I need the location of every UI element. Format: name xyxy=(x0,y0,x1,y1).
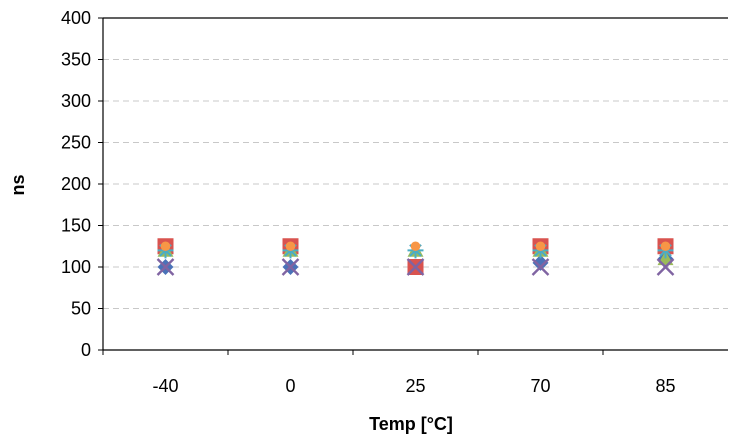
y-tick-label: 250 xyxy=(61,133,91,153)
data-point-circle xyxy=(410,241,421,252)
data-markers xyxy=(156,238,675,276)
y-tick-label: 400 xyxy=(61,8,91,28)
x-tick-label: -40 xyxy=(152,376,178,396)
y-tick-label: 0 xyxy=(81,340,91,360)
gridlines xyxy=(103,17,728,309)
y-tick-label: 350 xyxy=(61,50,91,70)
y-tick-label: 200 xyxy=(61,174,91,194)
y-axis-title: ns xyxy=(8,174,28,195)
data-point-x xyxy=(531,258,550,276)
axes xyxy=(98,17,728,355)
data-point-x xyxy=(281,258,300,276)
x-tick-labels: -40 0 25 70 85 xyxy=(152,376,675,396)
data-point-diamond xyxy=(532,254,549,271)
data-point-circle xyxy=(535,241,546,252)
y-tick-label: 300 xyxy=(61,91,91,111)
x-tick-label: 70 xyxy=(530,376,550,396)
y-tick-label: 100 xyxy=(61,257,91,277)
y-tick-label: 150 xyxy=(61,216,91,236)
data-point-circle xyxy=(160,241,171,252)
y-tick-labels: 0 50 100 150 200 250 300 350 400 xyxy=(61,8,91,360)
data-point-x xyxy=(406,258,425,276)
y-tick-label: 50 xyxy=(71,299,91,319)
data-point-x xyxy=(156,258,175,276)
x-tick-label: 85 xyxy=(655,376,675,396)
x-tick-label: 0 xyxy=(285,376,295,396)
x-axis-title: Temp [°C] xyxy=(369,414,453,434)
data-point-circle xyxy=(285,241,296,252)
data-point-circle xyxy=(660,241,671,252)
x-tick-label: 25 xyxy=(405,376,425,396)
data-point-x xyxy=(656,258,675,276)
